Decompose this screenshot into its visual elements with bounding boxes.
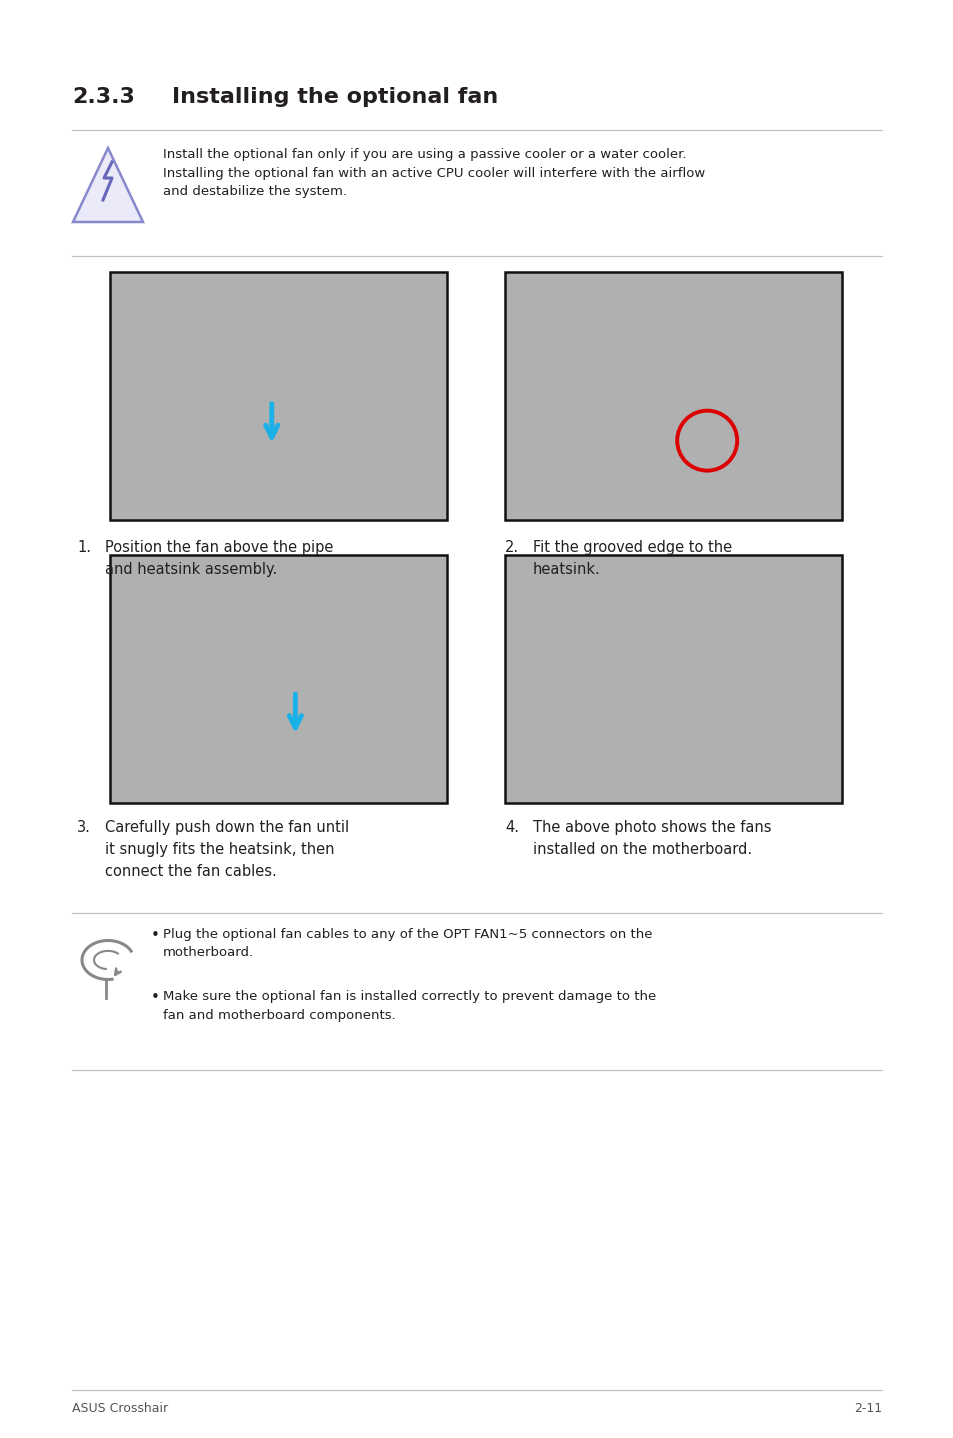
Text: ASUS Crosshair: ASUS Crosshair xyxy=(71,1402,168,1415)
Text: Fit the grooved edge to the
heatsink.: Fit the grooved edge to the heatsink. xyxy=(533,541,731,577)
Text: 2-11: 2-11 xyxy=(853,1402,882,1415)
FancyBboxPatch shape xyxy=(504,272,841,521)
Text: Make sure the optional fan is installed correctly to prevent damage to the
fan a: Make sure the optional fan is installed … xyxy=(163,989,656,1021)
Text: 1.: 1. xyxy=(77,541,91,555)
Text: 4.: 4. xyxy=(504,820,518,835)
Text: The above photo shows the fans
installed on the motherboard.: The above photo shows the fans installed… xyxy=(533,820,771,857)
Text: Installing the optional fan: Installing the optional fan xyxy=(172,88,497,106)
Text: Install the optional fan only if you are using a passive cooler or a water coole: Install the optional fan only if you are… xyxy=(163,148,704,198)
Text: •: • xyxy=(151,928,160,943)
Text: •: • xyxy=(151,989,160,1005)
Polygon shape xyxy=(73,148,143,221)
Text: Plug the optional fan cables to any of the OPT FAN1~5 connectors on the
motherbo: Plug the optional fan cables to any of t… xyxy=(163,928,652,959)
Text: Position the fan above the pipe
and heatsink assembly.: Position the fan above the pipe and heat… xyxy=(105,541,333,577)
Text: Carefully push down the fan until
it snugly fits the heatsink, then
connect the : Carefully push down the fan until it snu… xyxy=(105,820,349,880)
Text: 2.: 2. xyxy=(504,541,518,555)
Text: 2.3.3: 2.3.3 xyxy=(71,88,134,106)
Text: 3.: 3. xyxy=(77,820,91,835)
FancyBboxPatch shape xyxy=(110,555,447,802)
FancyBboxPatch shape xyxy=(504,555,841,802)
FancyBboxPatch shape xyxy=(110,272,447,521)
